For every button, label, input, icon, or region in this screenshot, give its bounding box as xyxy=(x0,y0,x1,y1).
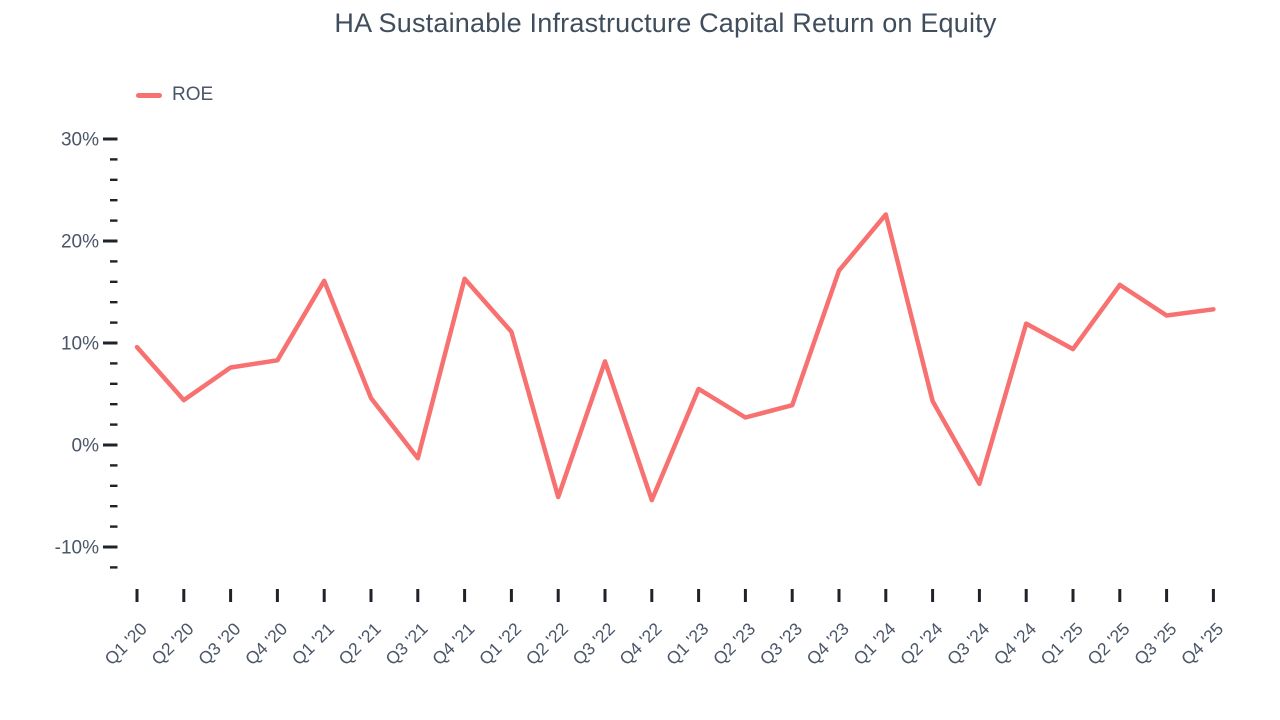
x-axis-label: Q3 '21 xyxy=(381,619,431,669)
x-axis-label: Q3 '20 xyxy=(194,618,244,668)
y-axis-label: -10% xyxy=(55,538,99,559)
x-axis-label: Q2 '23 xyxy=(709,619,759,669)
y-axis-label: 0% xyxy=(72,436,100,457)
x-axis-label: Q3 '24 xyxy=(943,618,993,668)
x-axis-label: Q2 '24 xyxy=(896,618,946,668)
y-axis-label: 30% xyxy=(61,130,99,151)
legend-label: ROE xyxy=(172,84,214,105)
x-axis-label: Q2 '20 xyxy=(147,618,197,668)
x-axis-label: Q2 '25 xyxy=(1083,619,1133,669)
x-axis-label: Q1 '20 xyxy=(101,618,151,668)
chart-title: HA Sustainable Infrastructure Capital Re… xyxy=(334,8,997,38)
y-axis-label: 20% xyxy=(61,232,99,253)
legend-line-swatch xyxy=(136,92,162,98)
legend: ROE xyxy=(136,84,213,106)
x-axis-label: Q4 '20 xyxy=(241,618,291,668)
x-axis-label: Q1 '25 xyxy=(1037,619,1087,669)
x-axis-label: Q2 '22 xyxy=(522,619,572,669)
x-axis-label: Q2 '21 xyxy=(335,619,385,669)
x-axis-label: Q3 '23 xyxy=(756,619,806,669)
x-axis-label: Q1 '22 xyxy=(475,619,525,669)
x-axis-label: Q1 '21 xyxy=(288,619,338,669)
chart-title-wrap: HA Sustainable Infrastructure Capital Re… xyxy=(117,8,1214,39)
x-axis-label: Q4 '24 xyxy=(990,618,1040,668)
x-axis-label: Q3 '25 xyxy=(1130,619,1180,669)
y-axis-label: 10% xyxy=(61,334,99,355)
x-axis-label: Q3 '22 xyxy=(569,619,619,669)
x-axis-label: Q4 '23 xyxy=(803,619,853,669)
x-axis-label: Q1 '24 xyxy=(849,618,899,668)
x-axis-label: Q1 '23 xyxy=(662,619,712,669)
x-axis-label: Q4 '25 xyxy=(1177,619,1227,669)
x-axis-label: Q4 '21 xyxy=(428,619,478,669)
x-axis-label: Q4 '22 xyxy=(615,619,665,669)
roe-series-line xyxy=(134,212,1216,503)
